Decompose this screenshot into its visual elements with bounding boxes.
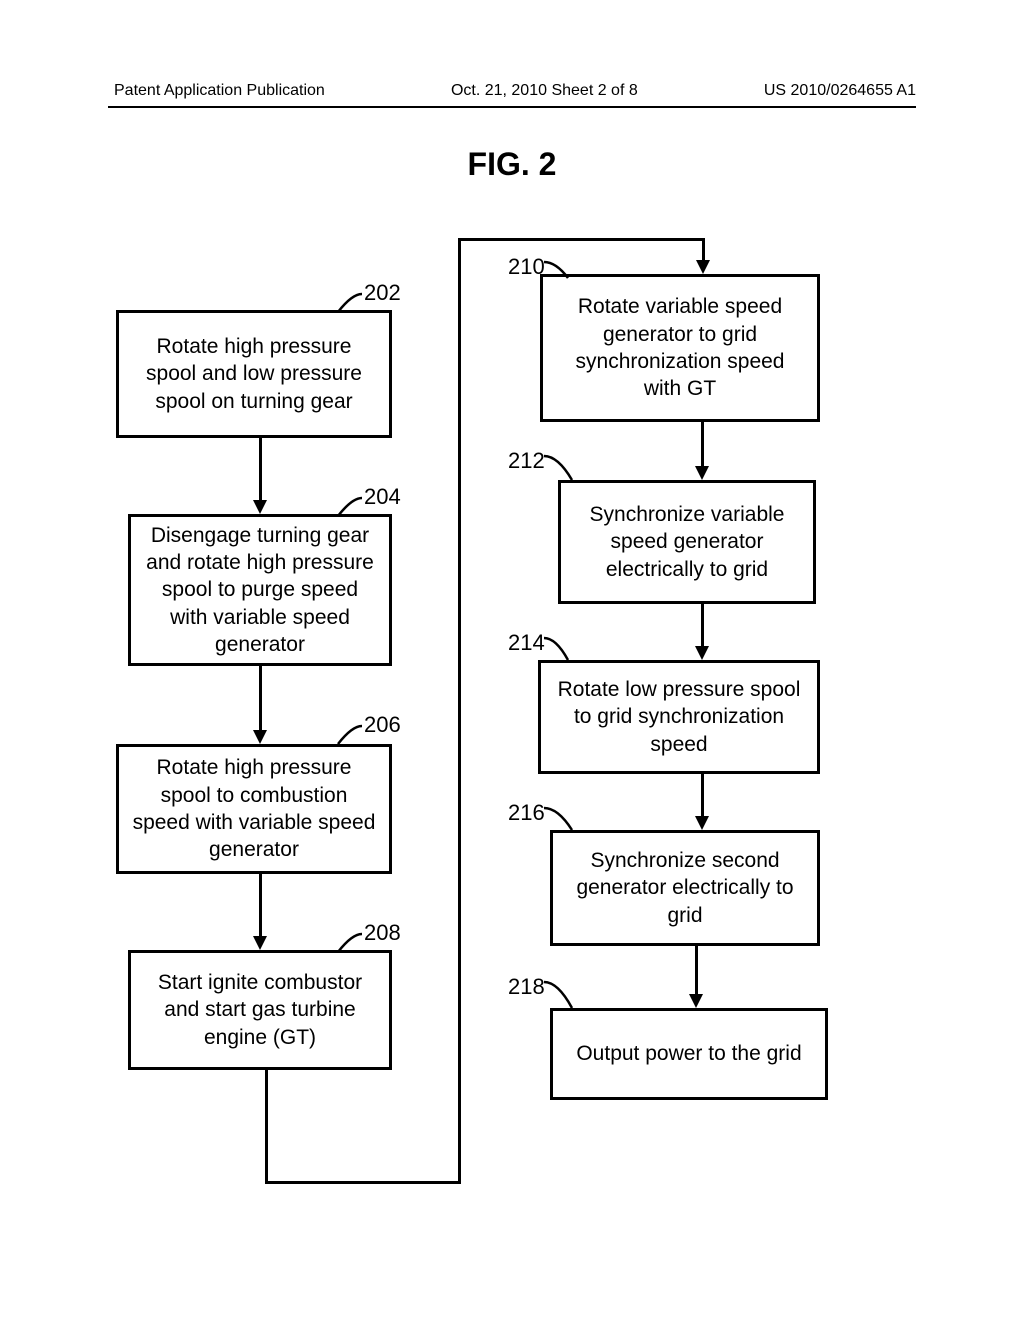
box-214: Rotate low pressure spool to grid synchr… [538, 660, 820, 774]
box-216: Synchronize second generator electricall… [550, 830, 820, 946]
ref-214-curve [544, 636, 570, 662]
box-210: Rotate variable speed generator to grid … [540, 274, 820, 422]
ref-218-curve [544, 980, 574, 1010]
box-208-text: Start ignite combustor and start gas tur… [143, 969, 377, 1051]
box-206: Rotate high pressure spool to combustion… [116, 744, 392, 874]
arrow-202-204 [259, 438, 262, 500]
arrow-202-204-head [253, 500, 267, 514]
box-204: Disengage turning gear and rotate high p… [128, 514, 392, 666]
ref-204: 204 [364, 484, 401, 510]
figure-title: FIG. 2 [0, 146, 1024, 183]
ref-212: 212 [508, 448, 545, 474]
arrow-216-218-head [689, 994, 703, 1008]
connector-up [458, 238, 461, 1184]
box-206-text: Rotate high pressure spool to combustion… [131, 754, 377, 863]
arrow-into-210 [702, 238, 705, 260]
box-216-text: Synchronize second generator electricall… [565, 847, 805, 929]
ref-210: 210 [508, 254, 545, 280]
box-214-text: Rotate low pressure spool to grid synchr… [553, 676, 805, 758]
ref-212-curve [544, 454, 574, 482]
arrow-206-208 [259, 874, 262, 936]
arrow-212-214-head [695, 646, 709, 660]
header-rule [108, 106, 916, 108]
flowchart-diagram: Rotate high pressure spool and low press… [104, 250, 924, 1210]
ref-218: 218 [508, 974, 545, 1000]
arrow-210-212-head [695, 466, 709, 480]
ref-208: 208 [364, 920, 401, 946]
arrow-204-206-head [253, 730, 267, 744]
ref-206: 206 [364, 712, 401, 738]
box-204-text: Disengage turning gear and rotate high p… [143, 522, 377, 658]
box-202-text: Rotate high pressure spool and low press… [131, 333, 377, 415]
header-left: Patent Application Publication [114, 82, 325, 100]
connector-bottom [265, 1181, 461, 1184]
box-212: Synchronize variable speed generator ele… [558, 480, 816, 604]
arrow-212-214 [701, 604, 704, 646]
box-202: Rotate high pressure spool and low press… [116, 310, 392, 438]
ref-206-curve [336, 724, 364, 746]
connector-top [458, 238, 704, 241]
ref-216: 216 [508, 800, 545, 826]
header-right: US 2010/0264655 A1 [764, 82, 916, 100]
box-208: Start ignite combustor and start gas tur… [128, 950, 392, 1070]
box-218-text: Output power to the grid [576, 1040, 801, 1067]
ref-202-curve [336, 292, 364, 314]
page-header: Patent Application Publication Oct. 21, … [0, 82, 1024, 100]
connector-down [265, 1070, 268, 1184]
arrow-214-216 [701, 774, 704, 816]
ref-214: 214 [508, 630, 545, 656]
arrow-into-210-head [696, 260, 710, 274]
arrow-210-212 [701, 422, 704, 466]
ref-204-curve [336, 496, 364, 518]
arrow-204-206 [259, 666, 262, 730]
ref-210-curve [544, 260, 570, 280]
ref-208-curve [336, 932, 364, 954]
ref-202: 202 [364, 280, 401, 306]
arrow-216-218 [695, 946, 698, 994]
box-210-text: Rotate variable speed generator to grid … [555, 293, 805, 402]
ref-216-curve [544, 806, 574, 832]
box-218: Output power to the grid [550, 1008, 828, 1100]
header-center: Oct. 21, 2010 Sheet 2 of 8 [451, 82, 638, 100]
box-212-text: Synchronize variable speed generator ele… [573, 501, 801, 583]
arrow-206-208-head [253, 936, 267, 950]
arrow-214-216-head [695, 816, 709, 830]
